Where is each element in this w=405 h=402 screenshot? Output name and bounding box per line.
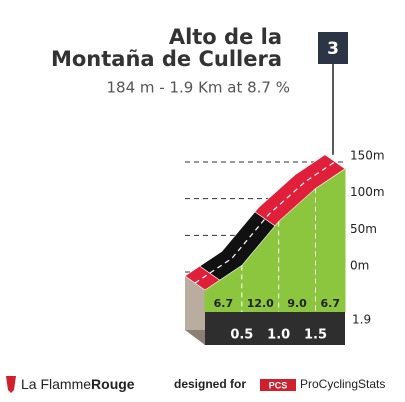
gradient-label: 9.0 [287,297,307,310]
y-tick-label: 150m [350,149,385,163]
logo-icon [6,376,16,393]
plot: 0m 50m 100m 150m 6.7 12.0 9.0 6.7 0.5 1.0 1.5 1.9 [184,64,385,345]
distance-band [205,312,345,345]
subtitle: 184 m - 1.9 Km at 8.7 % [106,79,290,97]
title-line: Montaña de Cullera [51,47,282,71]
y-tick-label: 0m [350,258,369,272]
side-base [185,330,205,345]
designed-for: designed for [174,377,246,391]
brand-left: La Flamme [21,376,91,392]
x-tick-label: 1.0 [267,328,290,343]
stripe [254,154,346,227]
segment [315,167,346,313]
brand-right: Rouge [91,376,135,392]
x-tick-label: 1.5 [304,328,327,343]
gradient-label: 6.7 [321,297,341,310]
gradient-label: 12.0 [247,297,274,310]
x-tick-label: 0.5 [230,328,253,343]
pcs-logo: PCS [269,380,288,390]
site-name: ProCyclingStats [300,377,385,391]
y-tick-label: 100m [350,185,385,199]
side-face [185,275,205,330]
y-tick-label: 50m [350,222,377,236]
category-badge [318,32,348,64]
gradient-label: 6.7 [214,297,234,310]
category-label: 3 [327,39,339,59]
x-tick-label: 1.9 [352,313,371,327]
footer: La FlammeRouge designed for PCS ProCycli… [6,376,385,393]
pcs-box [260,379,296,391]
stripe-center [194,161,336,284]
brand: La FlammeRouge [21,376,135,392]
title-line: Alto de la [169,25,282,49]
